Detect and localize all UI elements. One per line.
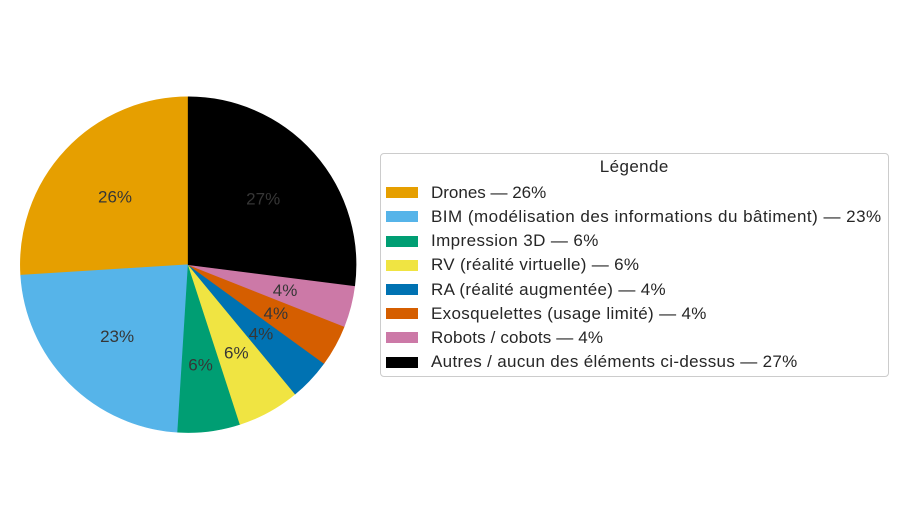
svg-text:4%: 4% [264, 304, 289, 323]
svg-text:6%: 6% [224, 344, 249, 363]
svg-text:4%: 4% [249, 325, 274, 344]
svg-text:4%: 4% [273, 281, 298, 300]
svg-text:26%: 26% [98, 187, 132, 206]
svg-text:6%: 6% [188, 355, 213, 374]
svg-text:23%: 23% [100, 327, 134, 346]
svg-text:27%: 27% [246, 190, 280, 209]
